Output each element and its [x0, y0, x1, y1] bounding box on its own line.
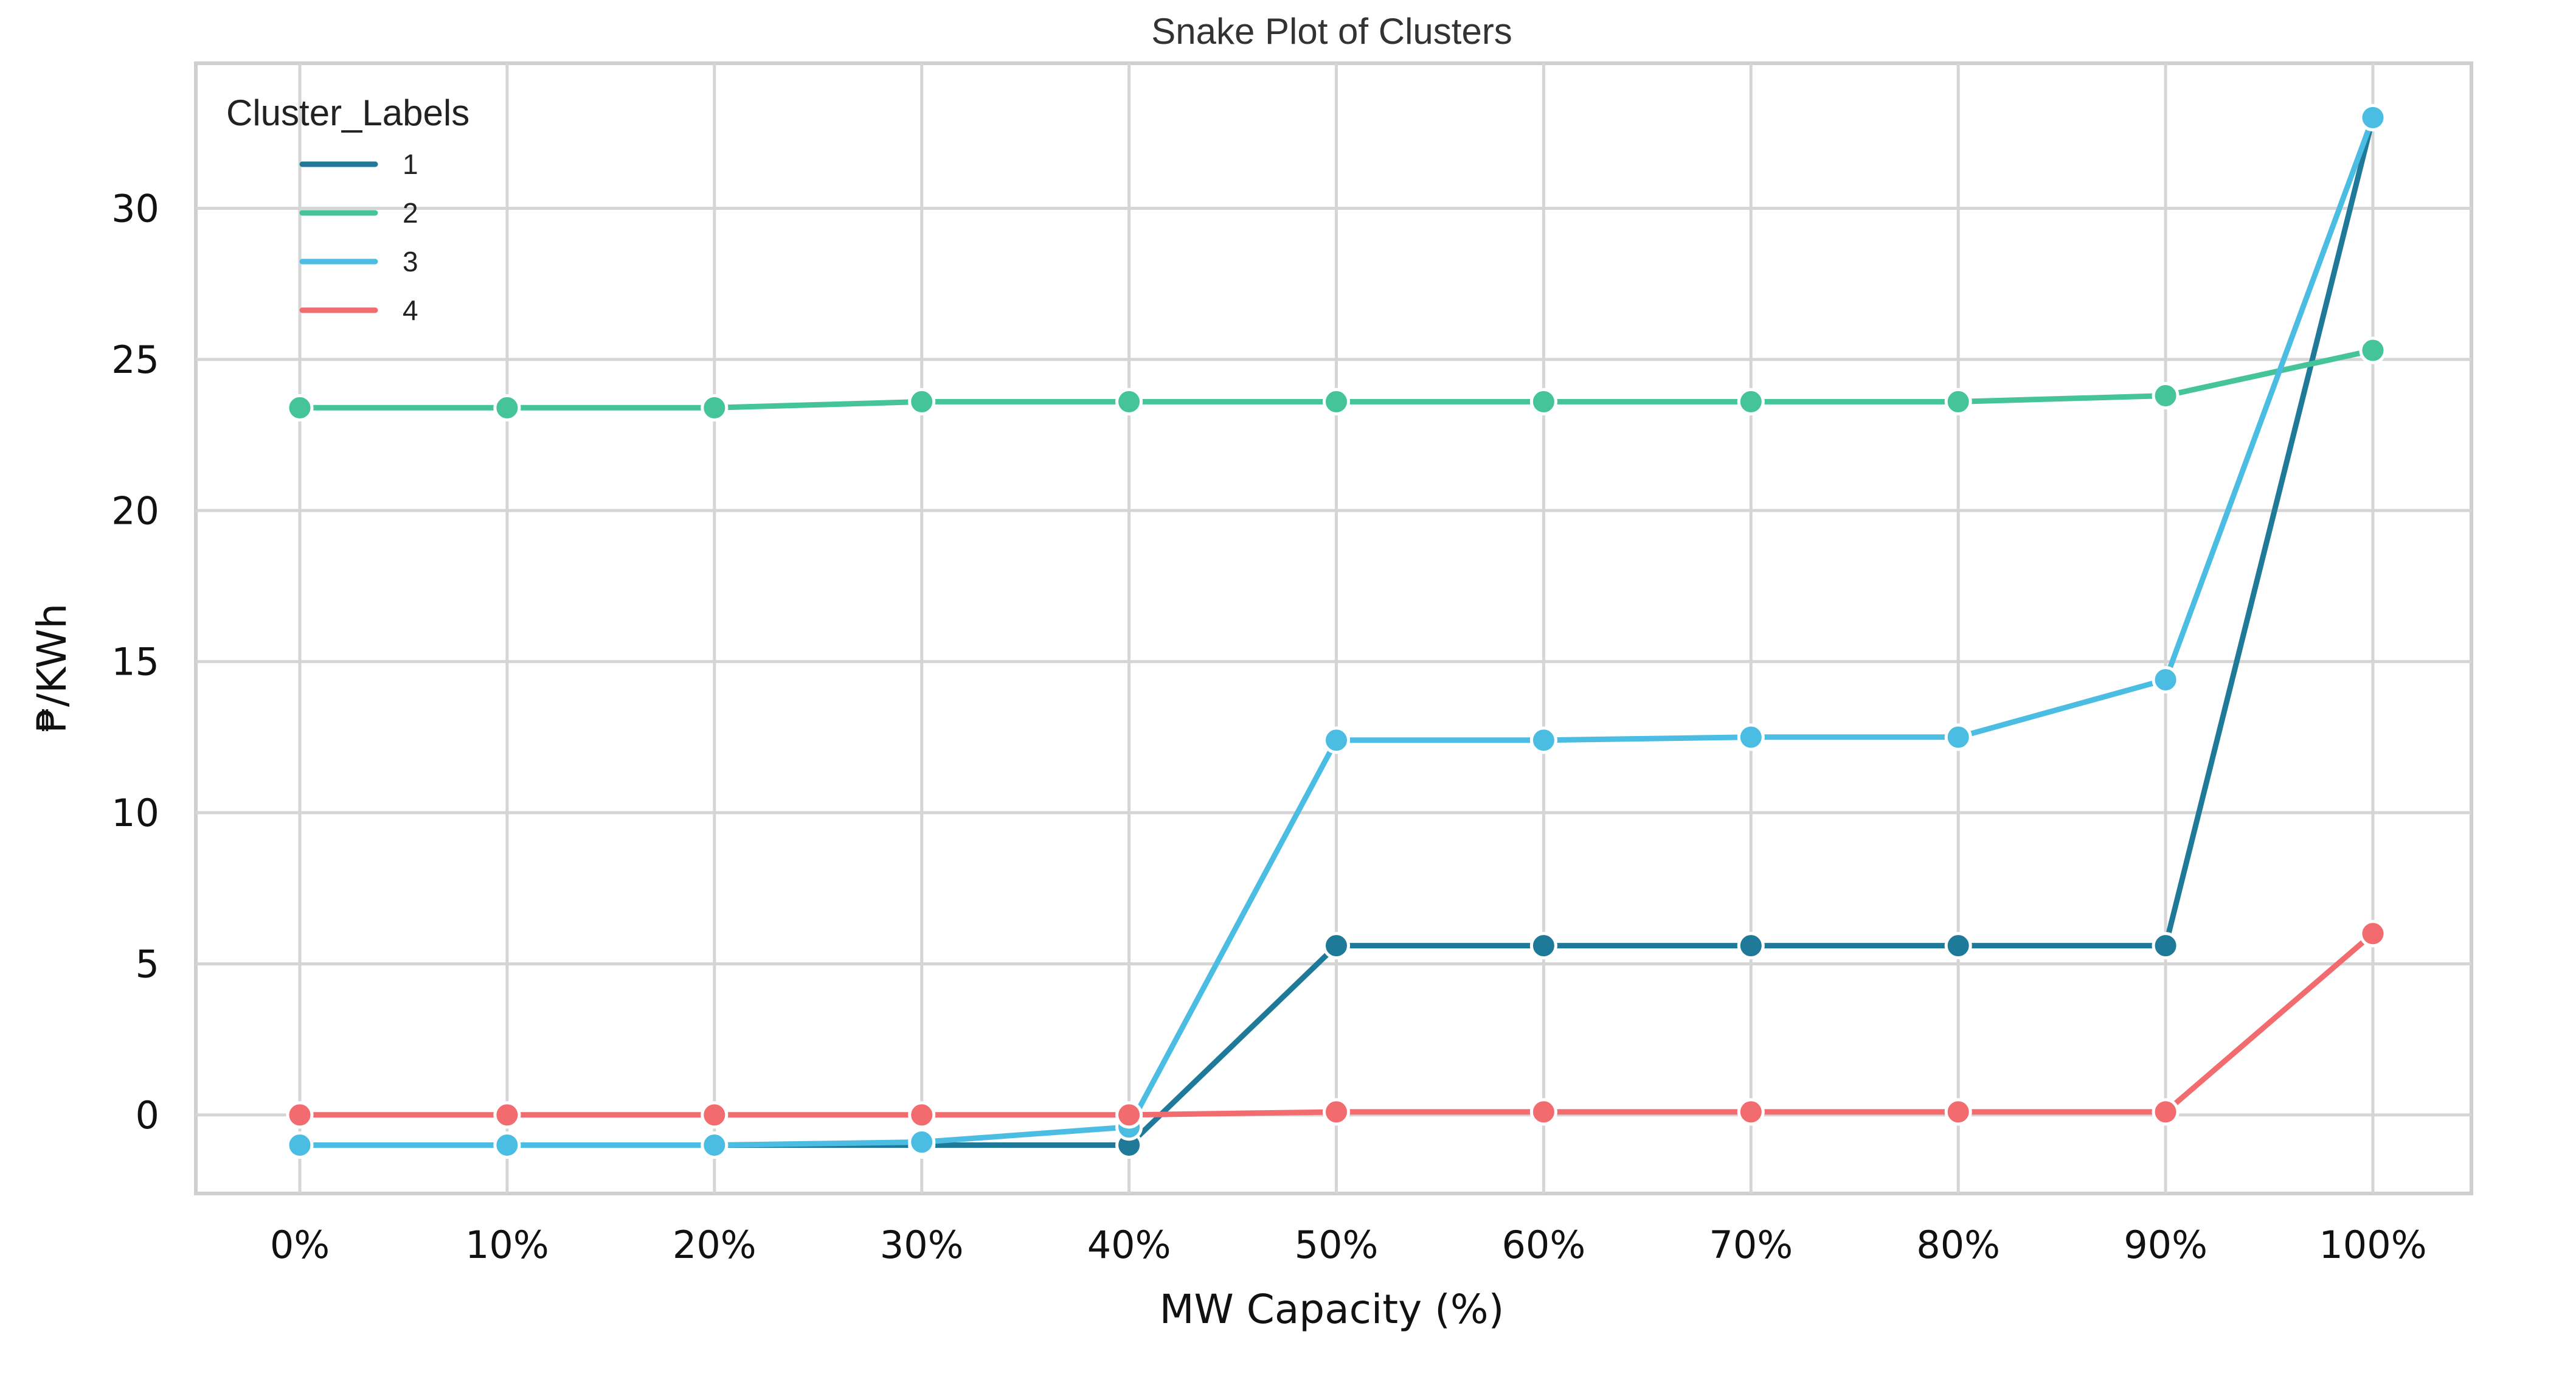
- data-point: [701, 394, 729, 422]
- data-point: [2152, 1098, 2180, 1126]
- x-tick-label: 40%: [1087, 1223, 1171, 1267]
- legend-title: Cluster_Labels: [226, 92, 469, 133]
- data-point: [1737, 723, 1765, 751]
- data-point: [286, 1131, 314, 1159]
- data-point: [1115, 387, 1143, 415]
- y-tick-label: 10: [111, 791, 159, 835]
- data-point: [1944, 387, 1972, 415]
- data-point: [1323, 387, 1350, 415]
- data-point: [2359, 336, 2387, 364]
- y-tick-label: 20: [111, 488, 159, 533]
- data-point: [1737, 1098, 1765, 1126]
- data-point: [701, 1101, 729, 1129]
- y-axis-label: ₱/KWh: [29, 603, 75, 732]
- data-point: [493, 1131, 521, 1159]
- data-point: [286, 1101, 314, 1129]
- series-4: [286, 920, 2387, 1129]
- data-point: [1737, 932, 1765, 960]
- x-tick-label: 0%: [270, 1223, 330, 1267]
- data-point: [2152, 932, 2180, 960]
- data-point: [286, 394, 314, 422]
- data-point: [2359, 920, 2387, 948]
- data-point: [1115, 1101, 1143, 1129]
- series-lines: [286, 103, 2387, 1159]
- x-tick-label: 60%: [1501, 1223, 1585, 1267]
- data-point: [493, 1101, 521, 1129]
- plot-frame: [194, 61, 2473, 1195]
- y-tick-label: 5: [136, 942, 159, 986]
- data-point: [493, 394, 521, 422]
- plot-area: [194, 61, 2473, 1195]
- x-tick-label: 90%: [2124, 1223, 2207, 1267]
- data-point: [908, 387, 936, 415]
- legend-label: 1: [403, 148, 418, 180]
- data-point: [1944, 723, 1972, 751]
- x-tick-label: 70%: [1709, 1223, 1793, 1267]
- data-point: [908, 1101, 936, 1129]
- data-point: [1529, 387, 1557, 415]
- data-point: [1529, 726, 1557, 754]
- grid-lines: [196, 63, 2471, 1193]
- data-point: [1944, 932, 1972, 960]
- y-tick-label: 25: [111, 338, 159, 382]
- data-point: [1323, 932, 1350, 960]
- series-2: [286, 336, 2387, 422]
- data-point: [2152, 381, 2180, 409]
- x-axis-label: MW Capacity (%): [1160, 1286, 1504, 1333]
- y-tick-label: 0: [136, 1093, 159, 1138]
- data-point: [1529, 1098, 1557, 1126]
- legend-label: 4: [403, 294, 418, 326]
- legend-items: 1 2 3 4: [299, 148, 418, 326]
- y-tick-label: 30: [111, 186, 159, 231]
- x-tick-label: 100%: [2319, 1223, 2426, 1267]
- data-point: [2359, 103, 2387, 131]
- data-point: [701, 1131, 729, 1159]
- data-point: [1737, 387, 1765, 415]
- data-point: [908, 1128, 936, 1156]
- x-tick-label: 30%: [880, 1223, 964, 1267]
- x-axis-ticks: 0% 10% 20% 30% 40% 50% 60% 70% 80% 90% 100%: [270, 1223, 2427, 1267]
- data-point: [2152, 665, 2180, 693]
- legend-label: 3: [403, 246, 418, 277]
- legend-label: 2: [403, 197, 418, 229]
- data-point: [1529, 932, 1557, 960]
- x-tick-label: 20%: [673, 1223, 757, 1267]
- data-point: [1323, 1098, 1350, 1126]
- data-point: [1323, 726, 1350, 754]
- x-tick-label: 50%: [1295, 1223, 1379, 1267]
- data-point: [1944, 1098, 1972, 1126]
- legend: Cluster_Labels 1 2 3 4: [226, 92, 469, 326]
- series-3: [286, 103, 2387, 1159]
- y-axis-ticks: 0 5 10 15 20 25 30: [111, 186, 159, 1137]
- chart-title: Snake Plot of Clusters: [1151, 11, 1512, 52]
- x-tick-label: 80%: [1916, 1223, 2000, 1267]
- x-tick-label: 10%: [465, 1223, 549, 1267]
- y-tick-label: 15: [111, 640, 159, 684]
